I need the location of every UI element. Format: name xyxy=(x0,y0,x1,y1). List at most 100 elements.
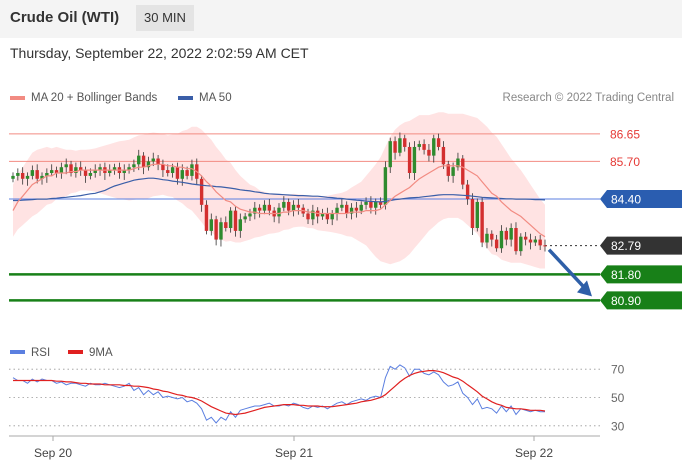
candle-body xyxy=(267,204,272,211)
header-bar: Crude Oil (WTI) 30 MIN xyxy=(0,0,682,38)
candle-body xyxy=(335,207,339,214)
candle-body xyxy=(103,167,107,173)
candle-body xyxy=(54,170,59,173)
candle-body xyxy=(494,239,499,249)
candle-body xyxy=(35,170,39,179)
candle-body xyxy=(499,230,504,249)
candle-body xyxy=(257,207,262,211)
candle-body xyxy=(412,146,417,173)
candle-body xyxy=(277,207,281,217)
candle-body xyxy=(88,173,93,176)
candle-body xyxy=(417,144,421,147)
candle-body xyxy=(523,236,528,240)
candle-body xyxy=(132,164,136,168)
candle-body xyxy=(282,201,286,208)
level-label-85.70: 85.70 xyxy=(610,155,640,169)
candle-body xyxy=(175,167,180,179)
candle-body xyxy=(40,175,44,179)
ma20-line xyxy=(12,163,546,238)
candle-body xyxy=(315,210,320,217)
candle-body xyxy=(388,141,392,168)
candle-body xyxy=(127,167,131,171)
rsi-line xyxy=(12,364,545,424)
candle-body xyxy=(407,146,412,173)
candle-body xyxy=(378,201,383,205)
candle-body xyxy=(485,233,489,243)
level-label-86.65: 86.65 xyxy=(610,127,640,141)
candle-body xyxy=(325,213,330,220)
rsi-legend-label: RSI xyxy=(31,347,50,359)
candle-body xyxy=(248,213,252,217)
candle-body xyxy=(69,164,73,173)
candle-body xyxy=(354,207,359,211)
candle-body xyxy=(117,167,122,173)
candle-body xyxy=(151,158,155,162)
candle-body xyxy=(509,228,513,240)
candle-body xyxy=(311,210,315,220)
candle-body xyxy=(108,170,112,173)
rsi-legend-label: 9MA xyxy=(89,347,113,359)
candle-body xyxy=(209,219,213,231)
candle-body xyxy=(161,164,165,171)
ma50-swatch xyxy=(178,96,193,100)
candle-body xyxy=(345,204,349,214)
candle-body xyxy=(374,201,378,208)
level-tag-81.80 xyxy=(600,265,682,284)
candle-body xyxy=(383,167,388,205)
candle-body xyxy=(427,149,431,156)
candle-body xyxy=(64,164,68,168)
candle-body xyxy=(233,210,238,231)
bollinger-band-fill xyxy=(13,112,545,269)
level-tag-80.90 xyxy=(600,291,682,310)
candle-body xyxy=(441,146,446,165)
candle-body xyxy=(451,167,455,176)
candle-body xyxy=(262,204,267,211)
candle-body xyxy=(461,158,465,185)
candle-body xyxy=(291,204,296,211)
forecast-arrow xyxy=(547,248,592,297)
candle-body xyxy=(20,173,25,179)
bollinger-band-area xyxy=(13,112,545,269)
x-tick-label: Sep 21 xyxy=(275,446,313,460)
rsi-legend-swatch xyxy=(10,350,25,354)
candle-body xyxy=(514,228,518,252)
candle-body xyxy=(204,204,209,231)
candle-body xyxy=(538,239,542,246)
timestamp: Thursday, September 22, 2022 2:02:59 AM … xyxy=(10,45,309,61)
candle-body xyxy=(199,178,204,205)
candle-body xyxy=(301,207,305,214)
x-tick-label: Sep 20 xyxy=(34,446,72,460)
candle-body xyxy=(122,170,126,173)
candle-body xyxy=(137,155,141,165)
candle-body xyxy=(446,164,450,176)
forecast-arrow-head xyxy=(577,280,592,297)
rsi-tick-30: 30 xyxy=(611,419,625,433)
candle-body xyxy=(25,175,30,179)
candle-body xyxy=(296,204,301,208)
timeframe-button[interactable]: 30 MIN xyxy=(136,5,194,31)
candle-body xyxy=(306,213,310,220)
candle-body xyxy=(243,216,247,220)
candle-body xyxy=(533,239,538,243)
rsi-panel: RSI 9MA 30 50 70 xyxy=(9,347,625,433)
price-levels xyxy=(9,133,600,302)
research-credit: Research © 2022 Trading Central xyxy=(502,92,674,104)
candle-body xyxy=(393,141,397,153)
candle-body xyxy=(359,204,363,211)
level-tag-84.40 xyxy=(600,190,682,209)
level-labels: 86.65 85.70 84.40 82.79 81.80 80.90 xyxy=(600,127,682,310)
candle-body xyxy=(422,144,426,150)
candle-body xyxy=(475,201,479,228)
forecast-arrow-shaft xyxy=(547,248,588,291)
candle-body xyxy=(238,219,243,231)
candle-body xyxy=(436,138,441,147)
candle-body xyxy=(403,138,407,147)
candle-body xyxy=(79,167,83,171)
level-label-81.80: 81.80 xyxy=(611,268,641,282)
candle-body xyxy=(112,167,117,171)
candle-body xyxy=(45,173,49,176)
candle-body xyxy=(180,170,184,179)
candle-body xyxy=(214,219,218,240)
candle-body xyxy=(286,201,291,211)
